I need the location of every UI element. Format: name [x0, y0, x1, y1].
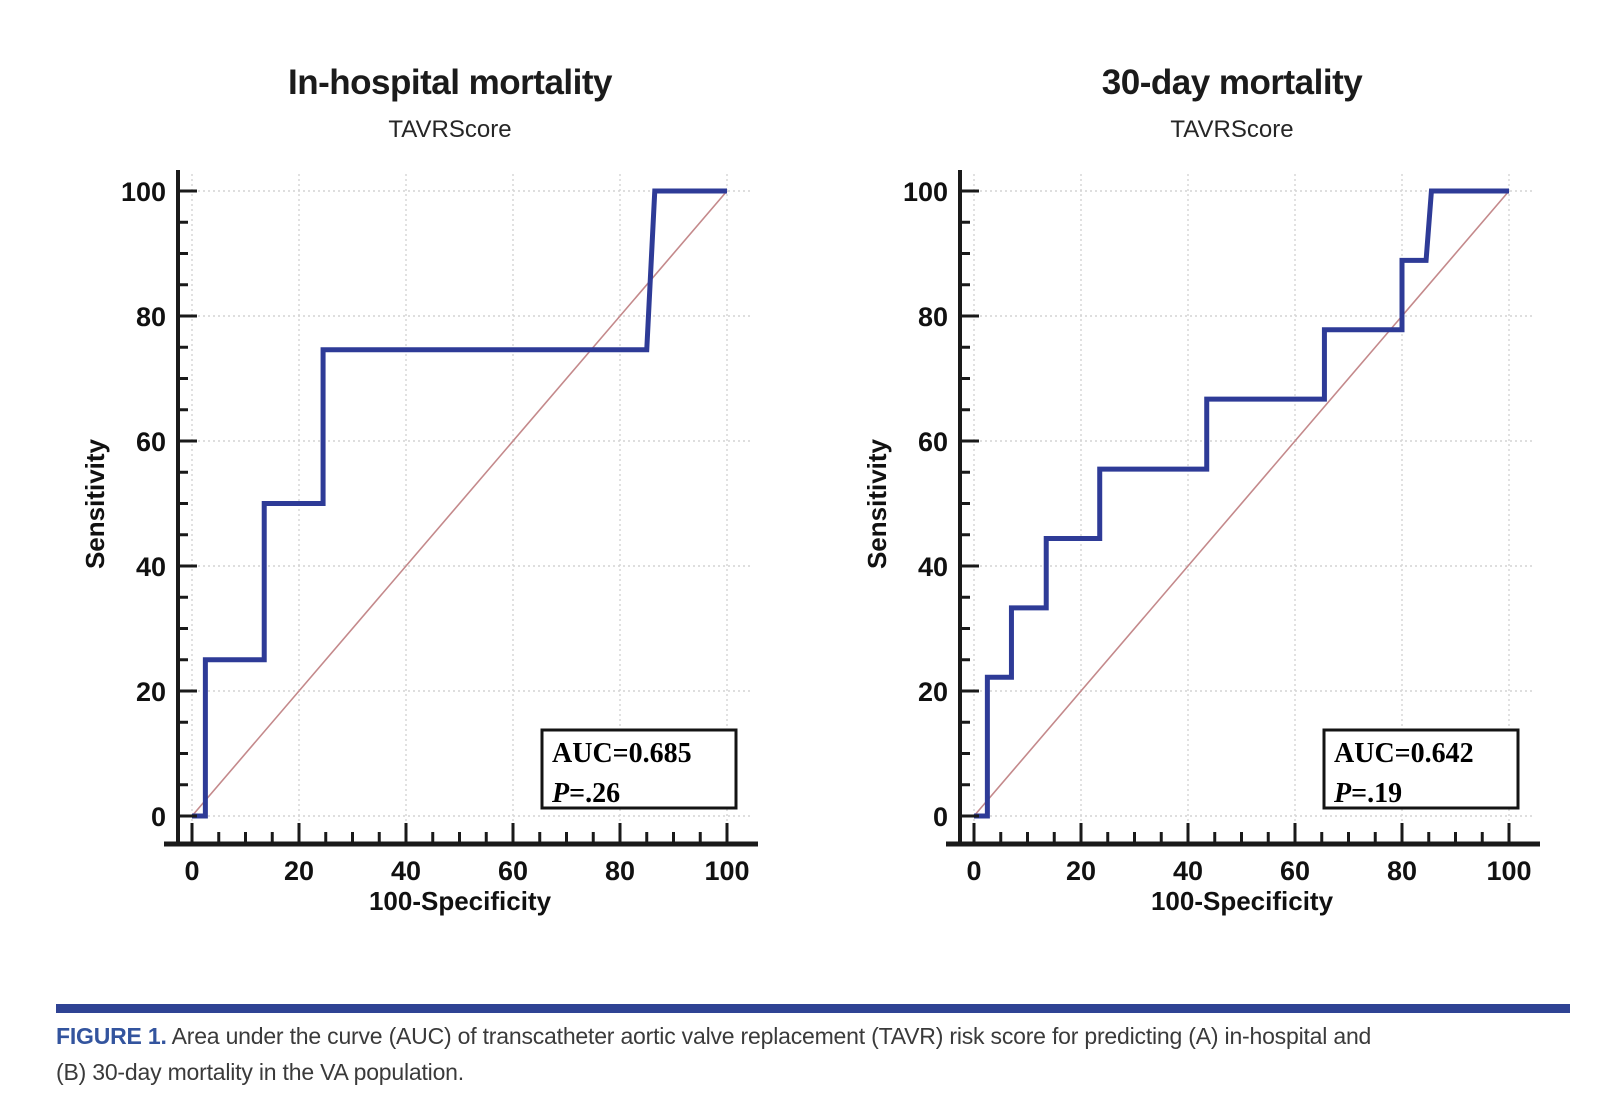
- x-tick-label: 100: [1486, 856, 1531, 886]
- y-tick-label: 80: [136, 302, 166, 332]
- axes: [164, 170, 758, 847]
- chart-subtitle: TAVRScore: [388, 116, 512, 143]
- p-number: =.26: [569, 778, 620, 809]
- x-tick-label: 80: [605, 856, 635, 886]
- chart-title: In-hospital mortality: [288, 63, 612, 102]
- y-tick-label: 100: [903, 177, 948, 207]
- figure-caption-line2: (B) 30-day mortality in the VA populatio…: [56, 1059, 464, 1085]
- y-tick-label: 20: [918, 677, 948, 707]
- roc-chart-inhospital: In-hospital mortality TAVRScore 0 20 40 60 8…: [80, 0, 780, 920]
- y-tick-label: 40: [918, 552, 948, 582]
- roc-plot-30day: 0 20 40 60 80 100 0 20 40 60 80 100 100-Specificity…: [862, 170, 1540, 916]
- x-tick-label: 100: [704, 856, 749, 886]
- chart-subtitle: TAVRScore: [1170, 116, 1294, 143]
- roc-plot-inhospital: 0 20 40 60 80 100 0 20 40 60 80 100 100-Specificity…: [80, 170, 758, 916]
- figure-caption-label: FIGURE 1.: [56, 1023, 167, 1049]
- auc-annotation-box: AUC=0.642 P=.19: [1322, 728, 1520, 810]
- x-tick-label: 20: [284, 856, 314, 886]
- y-tick-label: 0: [151, 802, 166, 832]
- y-axis-title: Sensitivity: [80, 438, 110, 569]
- y-tick-label: 20: [136, 677, 166, 707]
- auc-value: AUC=0.642: [1334, 738, 1474, 769]
- p-symbol: P: [551, 778, 570, 809]
- axis-ticks: [178, 189, 729, 842]
- x-axis-title: 100-Specificity: [369, 886, 552, 916]
- plot-layers: 0 20 40 60 80 100 0 20 40 60 80 100: [121, 170, 758, 886]
- tick-labels: 0 20 40 60 80 100 0 20 40 60 80 100: [903, 177, 1532, 886]
- x-axis-title: 100-Specificity: [1151, 886, 1334, 916]
- p-symbol: P: [1333, 778, 1352, 809]
- roc-curve: [192, 188, 727, 819]
- x-tick-label: 20: [1066, 856, 1096, 886]
- x-tick-label: 60: [498, 856, 528, 886]
- figure-caption: FIGURE 1. Area under the curve (AUC) of …: [56, 1018, 1556, 1090]
- roc-chart-30day: 30-day mortality TAVRScore 0 20 40 60 80 100 0…: [862, 0, 1562, 920]
- tick-labels: 0 20 40 60 80 100 0 20 40 60 80 100: [121, 177, 750, 886]
- chance-diagonal: [191, 190, 728, 817]
- x-tick-label: 40: [1173, 856, 1203, 886]
- x-tick-label: 0: [966, 856, 981, 886]
- p-value: P=.19: [1333, 778, 1402, 809]
- x-tick-label: 60: [1280, 856, 1310, 886]
- p-number: =.19: [1351, 778, 1402, 809]
- y-tick-label: 60: [918, 427, 948, 457]
- y-tick-label: 0: [933, 802, 948, 832]
- p-value: P=.26: [551, 778, 620, 809]
- y-axis-title: Sensitivity: [862, 438, 892, 569]
- auc-box-border: [1322, 728, 1520, 810]
- y-tick-label: 40: [136, 552, 166, 582]
- chart-title: 30-day mortality: [1101, 63, 1363, 102]
- y-tick-label: 100: [121, 177, 166, 207]
- axes: [946, 170, 1540, 847]
- chance-diagonal: [973, 190, 1510, 817]
- axis-ticks: [960, 189, 1511, 842]
- caption-divider: [56, 1004, 1570, 1013]
- x-tick-label: 40: [391, 856, 421, 886]
- x-tick-label: 80: [1387, 856, 1417, 886]
- auc-annotation-box: AUC=0.685 P=.26: [540, 728, 738, 810]
- y-tick-label: 80: [918, 302, 948, 332]
- auc-value: AUC=0.685: [552, 738, 692, 769]
- y-tick-label: 60: [136, 427, 166, 457]
- figure-caption-line1: Area under the curve (AUC) of transcathe…: [171, 1023, 1372, 1049]
- roc-curve: [974, 188, 1509, 819]
- auc-box-border: [540, 728, 738, 810]
- x-tick-label: 0: [184, 856, 199, 886]
